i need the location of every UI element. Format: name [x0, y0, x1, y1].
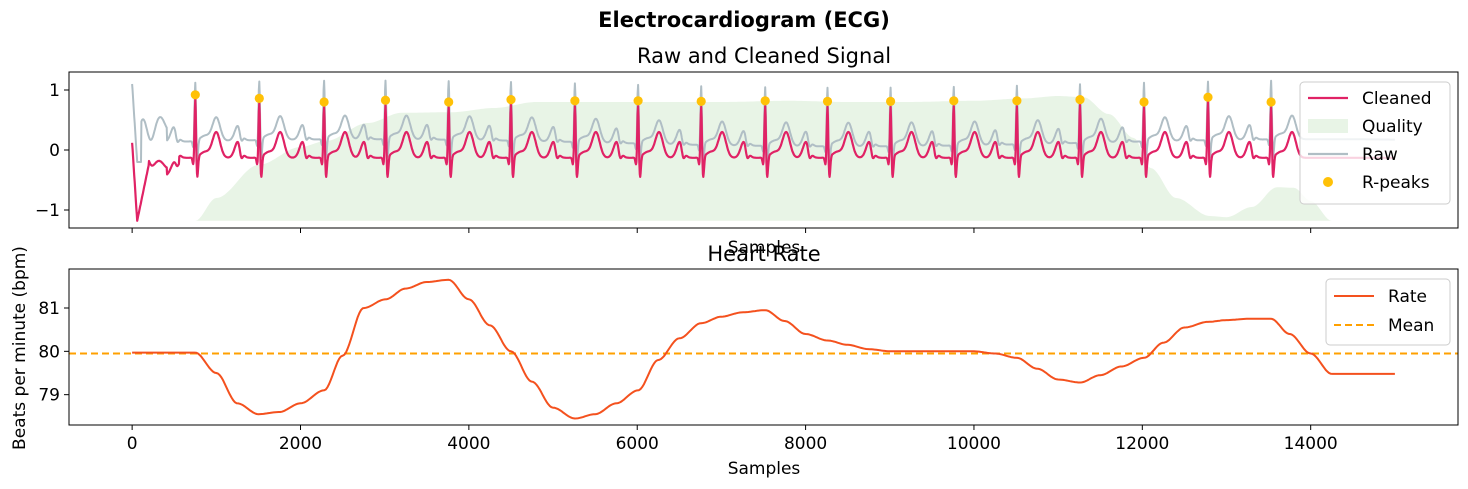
legend-rpeaks-swatch: [1323, 177, 1333, 187]
panel2-ytick-label: 80: [38, 342, 60, 362]
panel2-xtick-label: 12000: [1115, 434, 1169, 454]
r-peak-point: [254, 93, 264, 103]
rate-line: [132, 278, 1395, 420]
panel2-legend: Rate Mean: [1325, 278, 1451, 346]
r-peak-point: [506, 95, 516, 105]
legend-mean-label: Mean: [1388, 316, 1434, 336]
figure-suptitle: Electrocardiogram (ECG): [598, 8, 890, 32]
cleaned-signal-line: [131, 98, 1396, 222]
r-peak-point: [760, 96, 770, 106]
legend-rate-label: Rate: [1388, 287, 1427, 307]
r-peak-point: [1075, 95, 1085, 105]
r-peak-point: [696, 96, 706, 106]
legend-raw-label: Raw: [1362, 145, 1398, 165]
panel2-ytick-label: 81: [38, 299, 60, 319]
r-peak-point: [1012, 96, 1022, 106]
panel1-ytick-label: −1: [35, 201, 60, 221]
r-peak-point: [380, 95, 391, 105]
r-peak-point: [949, 96, 959, 106]
panel1-title: Raw and Cleaned Signal: [637, 44, 891, 68]
panel2-xtick-label: 2000: [279, 434, 322, 454]
panel1-legend-box: [1299, 81, 1451, 205]
panel2-xtick-label: 10000: [947, 434, 1001, 454]
heart-rate-panel: Heart Rate 0 2000 4000 6000 8000 10000 12000 14…: [10, 242, 1459, 479]
panel2-title: Heart Rate: [707, 242, 820, 266]
legend-quality-label: Quality: [1362, 117, 1423, 137]
panel2-ylabel: Beats per minute (bpm): [10, 246, 30, 450]
panel2-xtick-label: 14000: [1284, 434, 1338, 454]
panel2-ytick-label: 79: [38, 386, 60, 406]
r-peak-point: [822, 96, 833, 106]
r-peak-point: [633, 96, 643, 106]
legend-cleaned-label: Cleaned: [1362, 89, 1432, 109]
panel2-axes-frame: [68, 268, 1459, 426]
panel1-ytick-label: 1: [49, 81, 60, 101]
r-peak-point: [570, 96, 580, 106]
panel2-xtick-label: 0: [127, 434, 138, 454]
r-peak-point: [319, 97, 329, 107]
r-peak-point: [1266, 97, 1276, 107]
panel2-xlabel: Samples: [728, 459, 801, 479]
legend-rpeaks-label: R-peaks: [1362, 173, 1430, 193]
panel2-xtick-label: 4000: [447, 434, 490, 454]
panel2-xtick-label: 8000: [784, 434, 827, 454]
legend-quality-swatch: [1308, 119, 1348, 133]
panel1-legend: Cleaned Quality Raw R-peaks: [1299, 81, 1451, 205]
r-peak-point: [886, 96, 896, 106]
panel2-xtick-label: 6000: [616, 434, 659, 454]
r-peak-point: [1203, 92, 1213, 102]
panel1-ytick-label: 0: [49, 141, 60, 161]
r-peak-point: [444, 97, 454, 107]
raw-cleaned-panel: Raw and Cleaned Signal −1 0 1 Samples Clea…: [35, 44, 1459, 258]
r-peak-point: [190, 90, 200, 100]
panel1-xlabel: Samples: [728, 238, 801, 258]
r-peak-point: [1139, 97, 1149, 107]
